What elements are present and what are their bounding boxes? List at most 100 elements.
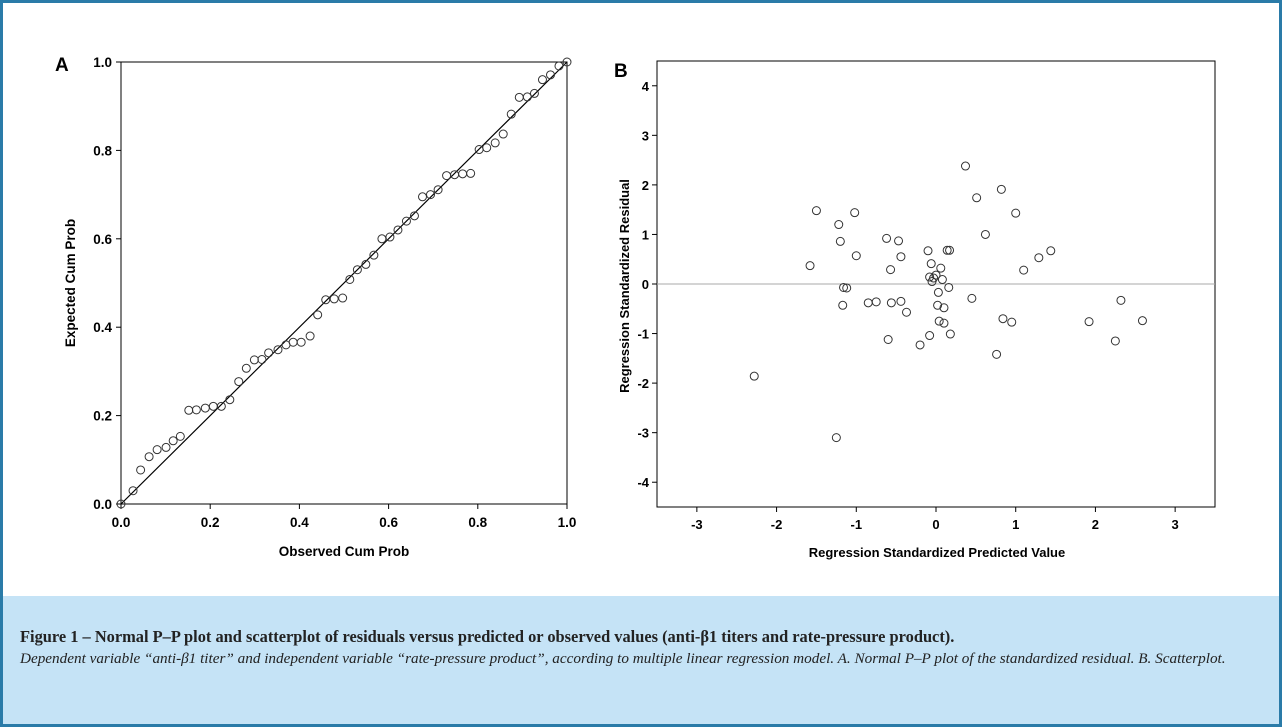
panel-b-data-point (894, 236, 904, 246)
figure-caption: Figure 1 – Normal P–P plot and scatterpl… (3, 596, 1279, 724)
panel-b-data-point (996, 184, 1006, 194)
panel-b-data-point (842, 283, 852, 293)
panel-b-data-point (1034, 253, 1044, 263)
panel-a-data-point (562, 57, 572, 67)
panel-a-x-tick-label: 0.0 (112, 515, 131, 530)
panel-a-data-point (369, 250, 379, 260)
panel-a-data-point (450, 170, 460, 180)
panel-a-x-tick-label: 0.6 (379, 515, 398, 530)
panel-b-data-point (933, 300, 943, 310)
panel-a-data-point (305, 331, 315, 341)
panel-b-data-point (886, 298, 896, 308)
panel-a-data-point (216, 401, 226, 411)
panel-b-data-point (967, 293, 977, 303)
panel-a-y-tick-label: 0.4 (93, 320, 112, 335)
panel-b-x-ticks: -3 -2 -1 0 1 2 3 (691, 507, 1179, 532)
panel-b-data-point (936, 263, 946, 273)
panel-a-y-tick-label: 0.8 (93, 143, 112, 158)
panel-a-data-point (144, 452, 154, 462)
panel-a-data-point (345, 274, 355, 284)
panel-b-points (749, 161, 1147, 443)
caption-title: Figure 1 – Normal P–P plot and scatterpl… (20, 627, 955, 646)
panel-a-data-point (152, 445, 162, 455)
panel-b-data-point (1011, 208, 1021, 218)
panel-b-y-tick-label: -1 (637, 327, 649, 342)
panel-a-data-point (433, 185, 443, 195)
panel-a-data-point (116, 499, 126, 509)
panel-b-x-tick-label: 0 (932, 517, 939, 532)
panel-b-data-point (1137, 316, 1147, 326)
panel-b-data-point (839, 282, 849, 292)
panel-a-x-tick-label: 0.8 (468, 515, 487, 530)
panel-a-data-point (498, 129, 508, 139)
panel-b-data-point (851, 251, 861, 261)
panel-b-data-point (902, 307, 912, 317)
panel-a-plot-frame (120, 61, 568, 505)
panel-a-data-point (442, 171, 452, 181)
panel-b-y-axis-label: Regression Standardized Residual (617, 179, 632, 393)
panel-b-data-point (1084, 317, 1094, 327)
panel-b-data-point (835, 236, 845, 246)
panel-a-data-point (313, 310, 323, 320)
panel-b-data-point (980, 229, 990, 239)
panel-b-y-tick-label: -4 (637, 475, 649, 490)
panel-a-data-point (514, 92, 524, 102)
panel-b-data-point (931, 270, 941, 280)
panel-a-data-point (482, 143, 492, 153)
panel-a-data-point (409, 211, 419, 221)
panel-a-y-ticks: 0.0 0.2 0.4 0.6 0.8 1.0 (93, 55, 121, 512)
panel-a-data-point (168, 436, 178, 446)
panel-b-data-point (883, 335, 893, 345)
panel-b-data-point (1019, 265, 1029, 275)
panel-a-data-point (338, 293, 348, 303)
panel-b-x-tick-label: -2 (771, 517, 783, 532)
panel-a-data-point (329, 294, 339, 304)
panel-b-data-point (1046, 246, 1056, 256)
panel-b-data-point (805, 261, 815, 271)
panel-b-y-tick-label: -3 (637, 426, 649, 441)
panel-b-data-point (992, 349, 1002, 359)
panel-a-reference-line (120, 61, 568, 505)
panel-a-data-point (458, 169, 468, 179)
panel-a-data-point (466, 168, 476, 178)
panel-a-data-point (506, 109, 516, 119)
panel-a-data-point (426, 190, 436, 200)
panel-b-data-point (929, 273, 939, 283)
panel-a-data-point (264, 348, 274, 358)
panel-a-data-point (393, 225, 403, 235)
panel-b-scatterplot: B -3 -2 -1 0 1 2 3 -4 -3 -2 -1 0 1 2 3 4 Regression St… (614, 60, 1216, 560)
panel-a-x-ticks: 0.0 0.2 0.4 0.6 0.8 1.0 (112, 504, 576, 530)
panel-a-label: A (55, 55, 69, 76)
panel-b-data-point (923, 246, 933, 256)
panel-b-data-point (850, 208, 860, 218)
panel-b-data-point (972, 193, 982, 203)
panel-b-data-point (1110, 336, 1120, 346)
panel-b-x-tick-label: -1 (851, 517, 863, 532)
panel-a-data-point (522, 92, 532, 102)
panel-a-x-tick-label: 0.4 (290, 515, 309, 530)
panel-a-data-point (545, 70, 555, 80)
panel-a-y-tick-label: 0.6 (93, 232, 112, 247)
panel-b-data-point (834, 220, 844, 230)
panel-b-data-point (925, 272, 935, 282)
panel-a-data-point (385, 232, 395, 242)
panel-b-x-tick-label: 1 (1012, 517, 1019, 532)
panel-b-y-ticks: -4 -3 -2 -1 0 1 2 3 4 (637, 79, 657, 490)
figure-charts: A 0.0 0.2 0.4 0.6 0.8 1.0 0.0 0.2 0.4 0.6 0.8 1.0 … (3, 3, 1279, 596)
figure-svg: A 0.0 0.2 0.4 0.6 0.8 1.0 0.00.20.40.60.81.0 … (55, 55, 1216, 560)
panel-b-x-axis-label: Regression Standardized Predicted Value (809, 545, 1065, 560)
panel-a-data-point (401, 216, 411, 226)
caption-body: Dependent variable “anti-β1 titer” and i… (20, 650, 1226, 667)
panel-a-x-tick-label: 0.2 (201, 515, 220, 530)
panel-a-data-point (417, 192, 427, 202)
panel-b-data-point (831, 433, 841, 443)
panel-a-data-point (361, 259, 371, 269)
panel-b-data-point (886, 265, 896, 275)
panel-a-data-point (225, 395, 235, 405)
panel-a-y-axis-label: Expected Cum Prob (63, 219, 78, 347)
panel-b-y-tick-label: 1 (642, 227, 649, 242)
panel-a-data-point (490, 138, 500, 148)
panel-b-data-point (811, 206, 821, 216)
panel-a-data-point (208, 401, 218, 411)
panel-b-data-point (934, 316, 944, 326)
